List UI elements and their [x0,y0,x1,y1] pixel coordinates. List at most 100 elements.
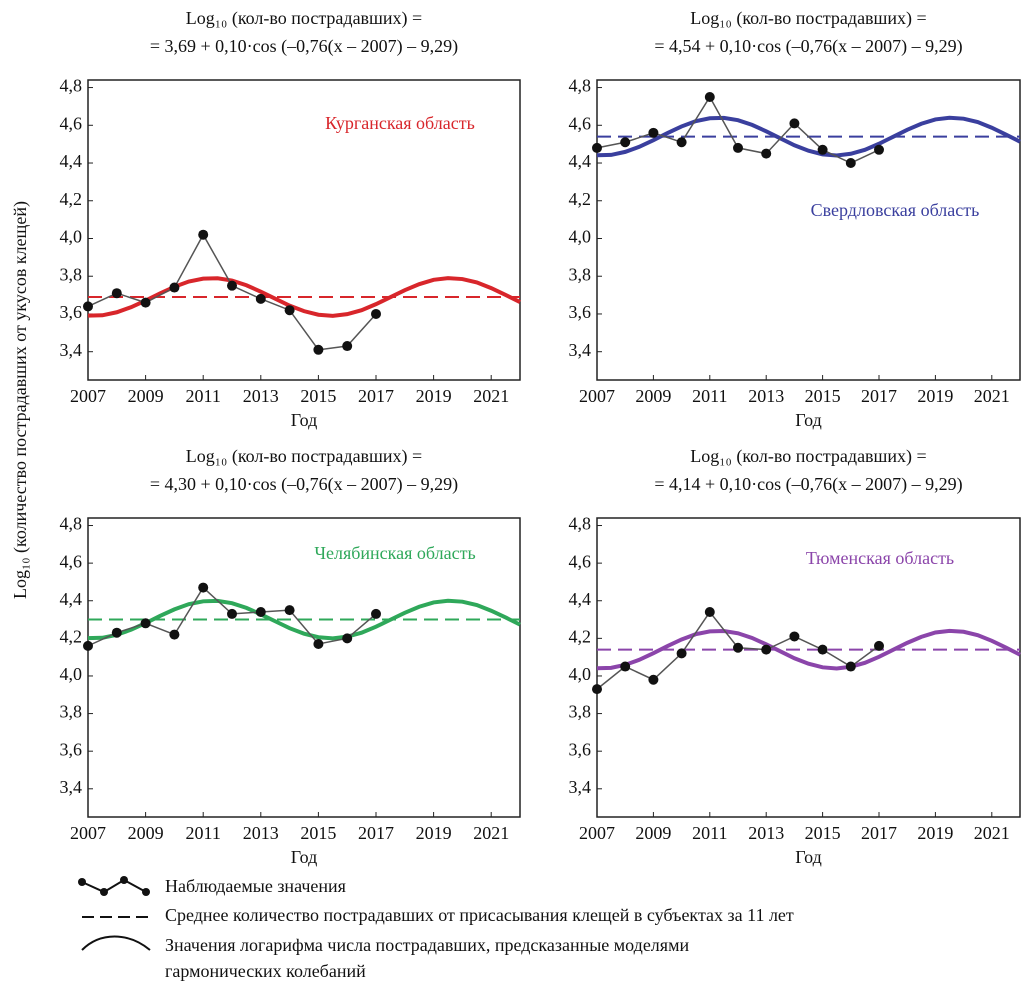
observed-point [111,627,122,638]
region-label: Челябинская область [314,543,475,563]
x-tick-label: 2009 [128,823,164,843]
observed-point [198,229,209,240]
region-label: Курганская область [325,113,475,133]
observed-point [371,608,381,619]
legend-icon-point [120,876,128,884]
y-tick-label: 3,8 [60,264,83,284]
y-tick-label: 3,4 [569,340,592,360]
observed-point [313,638,324,649]
observed-point [648,127,659,138]
observed-point [83,301,93,312]
observed-point [140,297,151,308]
observed-line [596,95,880,164]
observed-point [733,642,743,653]
y-tick-label: 3,4 [60,777,83,797]
x-axis-label: Год [291,847,317,867]
x-tick-label: 2015 [300,386,336,406]
y-tick-label: 4,6 [569,551,592,571]
observed-point [676,137,687,148]
x-tick-label: 2021 [974,823,1010,843]
y-tick-label: 3,6 [60,302,83,322]
observed-point [704,91,715,102]
observed-point [620,661,631,672]
x-tick-label: 2011 [186,386,221,406]
y-tick-label: 4,0 [60,664,83,684]
x-tick-label: 2013 [748,386,784,406]
legend-text: Наблюдаемые значения [165,876,346,896]
y-tick-label: 4,6 [569,113,592,133]
y-tick-label: 3,8 [569,264,592,284]
x-tick-label: 2019 [917,386,953,406]
y-tick-label: 3,8 [569,702,592,722]
legend: Наблюдаемые значения Среднее количество … [78,876,794,981]
plot-frame [87,517,521,818]
x-tick-label: 2017 [861,823,897,843]
observed-point [874,144,884,155]
legend-icon-point [100,888,108,896]
x-tick-label: 2019 [416,823,452,843]
observed-point [592,684,602,695]
observed-point [169,629,180,640]
y-tick-label: 4,0 [569,664,592,684]
x-tick-label: 2015 [300,823,336,843]
model-curve [596,628,1021,671]
y-tick-label: 3,4 [569,777,592,797]
x-tick-label: 2007 [579,823,615,843]
x-tick-label: 2015 [805,823,841,843]
observed-line [87,233,377,351]
panel-title: = 3,69 + 0,10·cos (–0,76(x – 2007) – 9,2… [150,36,458,57]
x-tick-label: 2011 [692,386,727,406]
observed-point [284,305,295,316]
x-tick-label: 2007 [579,386,615,406]
region-label: Свердловская область [811,200,980,220]
panel-title: Log₁₀ (кол-во пострадавших) = [690,446,926,467]
x-tick-label: 2021 [473,823,509,843]
panel-title: = 4,54 + 0,10·cos (–0,76(x – 2007) – 9,2… [654,36,962,57]
observed-point [845,661,856,672]
observed-point [198,582,209,593]
observed-point [733,142,743,153]
observed-point [111,288,122,299]
panel-title: = 4,14 + 0,10·cos (–0,76(x – 2007) – 9,2… [654,474,962,495]
observed-point [648,674,659,685]
observed-point [371,308,381,319]
y-tick-label: 4,4 [60,589,83,609]
panel-title: Log₁₀ (кол-во пострадавших) = [690,8,926,29]
y-tick-label: 3,6 [60,739,83,759]
observed-point [817,144,828,155]
legend-text: Среднее количество пострадавших от приса… [165,905,794,925]
observed-point [789,118,800,129]
y-tick-label: 4,4 [60,151,83,171]
observed-point [140,618,151,629]
observed-point [592,142,602,153]
x-tick-label: 2011 [186,823,221,843]
legend-icon-curve [81,935,151,951]
model-curve [87,598,521,641]
y-tick-label: 4,2 [569,189,592,209]
observed-point [83,640,93,651]
model-curve [596,115,1021,158]
x-axis-label: Год [795,410,821,430]
observed-point [255,293,266,304]
x-tick-label: 2009 [635,386,671,406]
x-tick-label: 2017 [358,386,394,406]
legend-icon-point [78,878,86,886]
observed-point [817,644,828,655]
y-tick-label: 3,4 [60,340,83,360]
y-tick-label: 4,8 [569,514,592,534]
legend-text: Значения логарифма числа пострадавших, п… [165,935,689,955]
y-tick-label: 4,4 [569,151,592,171]
x-tick-label: 2019 [416,386,452,406]
y-tick-label: 4,8 [60,76,83,96]
panel: Log₁₀ (кол-во пострадавших) = = 3,69 + 0,… [60,8,521,430]
y-axis-label: Log₁₀ (количество пострадавших от укусов… [10,201,31,599]
observed-point [789,631,800,642]
legend-text: гармонических колебаний [165,961,366,981]
x-tick-label: 2009 [635,823,671,843]
x-tick-label: 2019 [917,823,953,843]
panel: Log₁₀ (кол-во пострадавших) = = 4,30 + 0,… [60,446,521,867]
observed-point [874,640,884,651]
y-tick-label: 4,0 [569,227,592,247]
x-axis-label: Год [291,410,317,430]
